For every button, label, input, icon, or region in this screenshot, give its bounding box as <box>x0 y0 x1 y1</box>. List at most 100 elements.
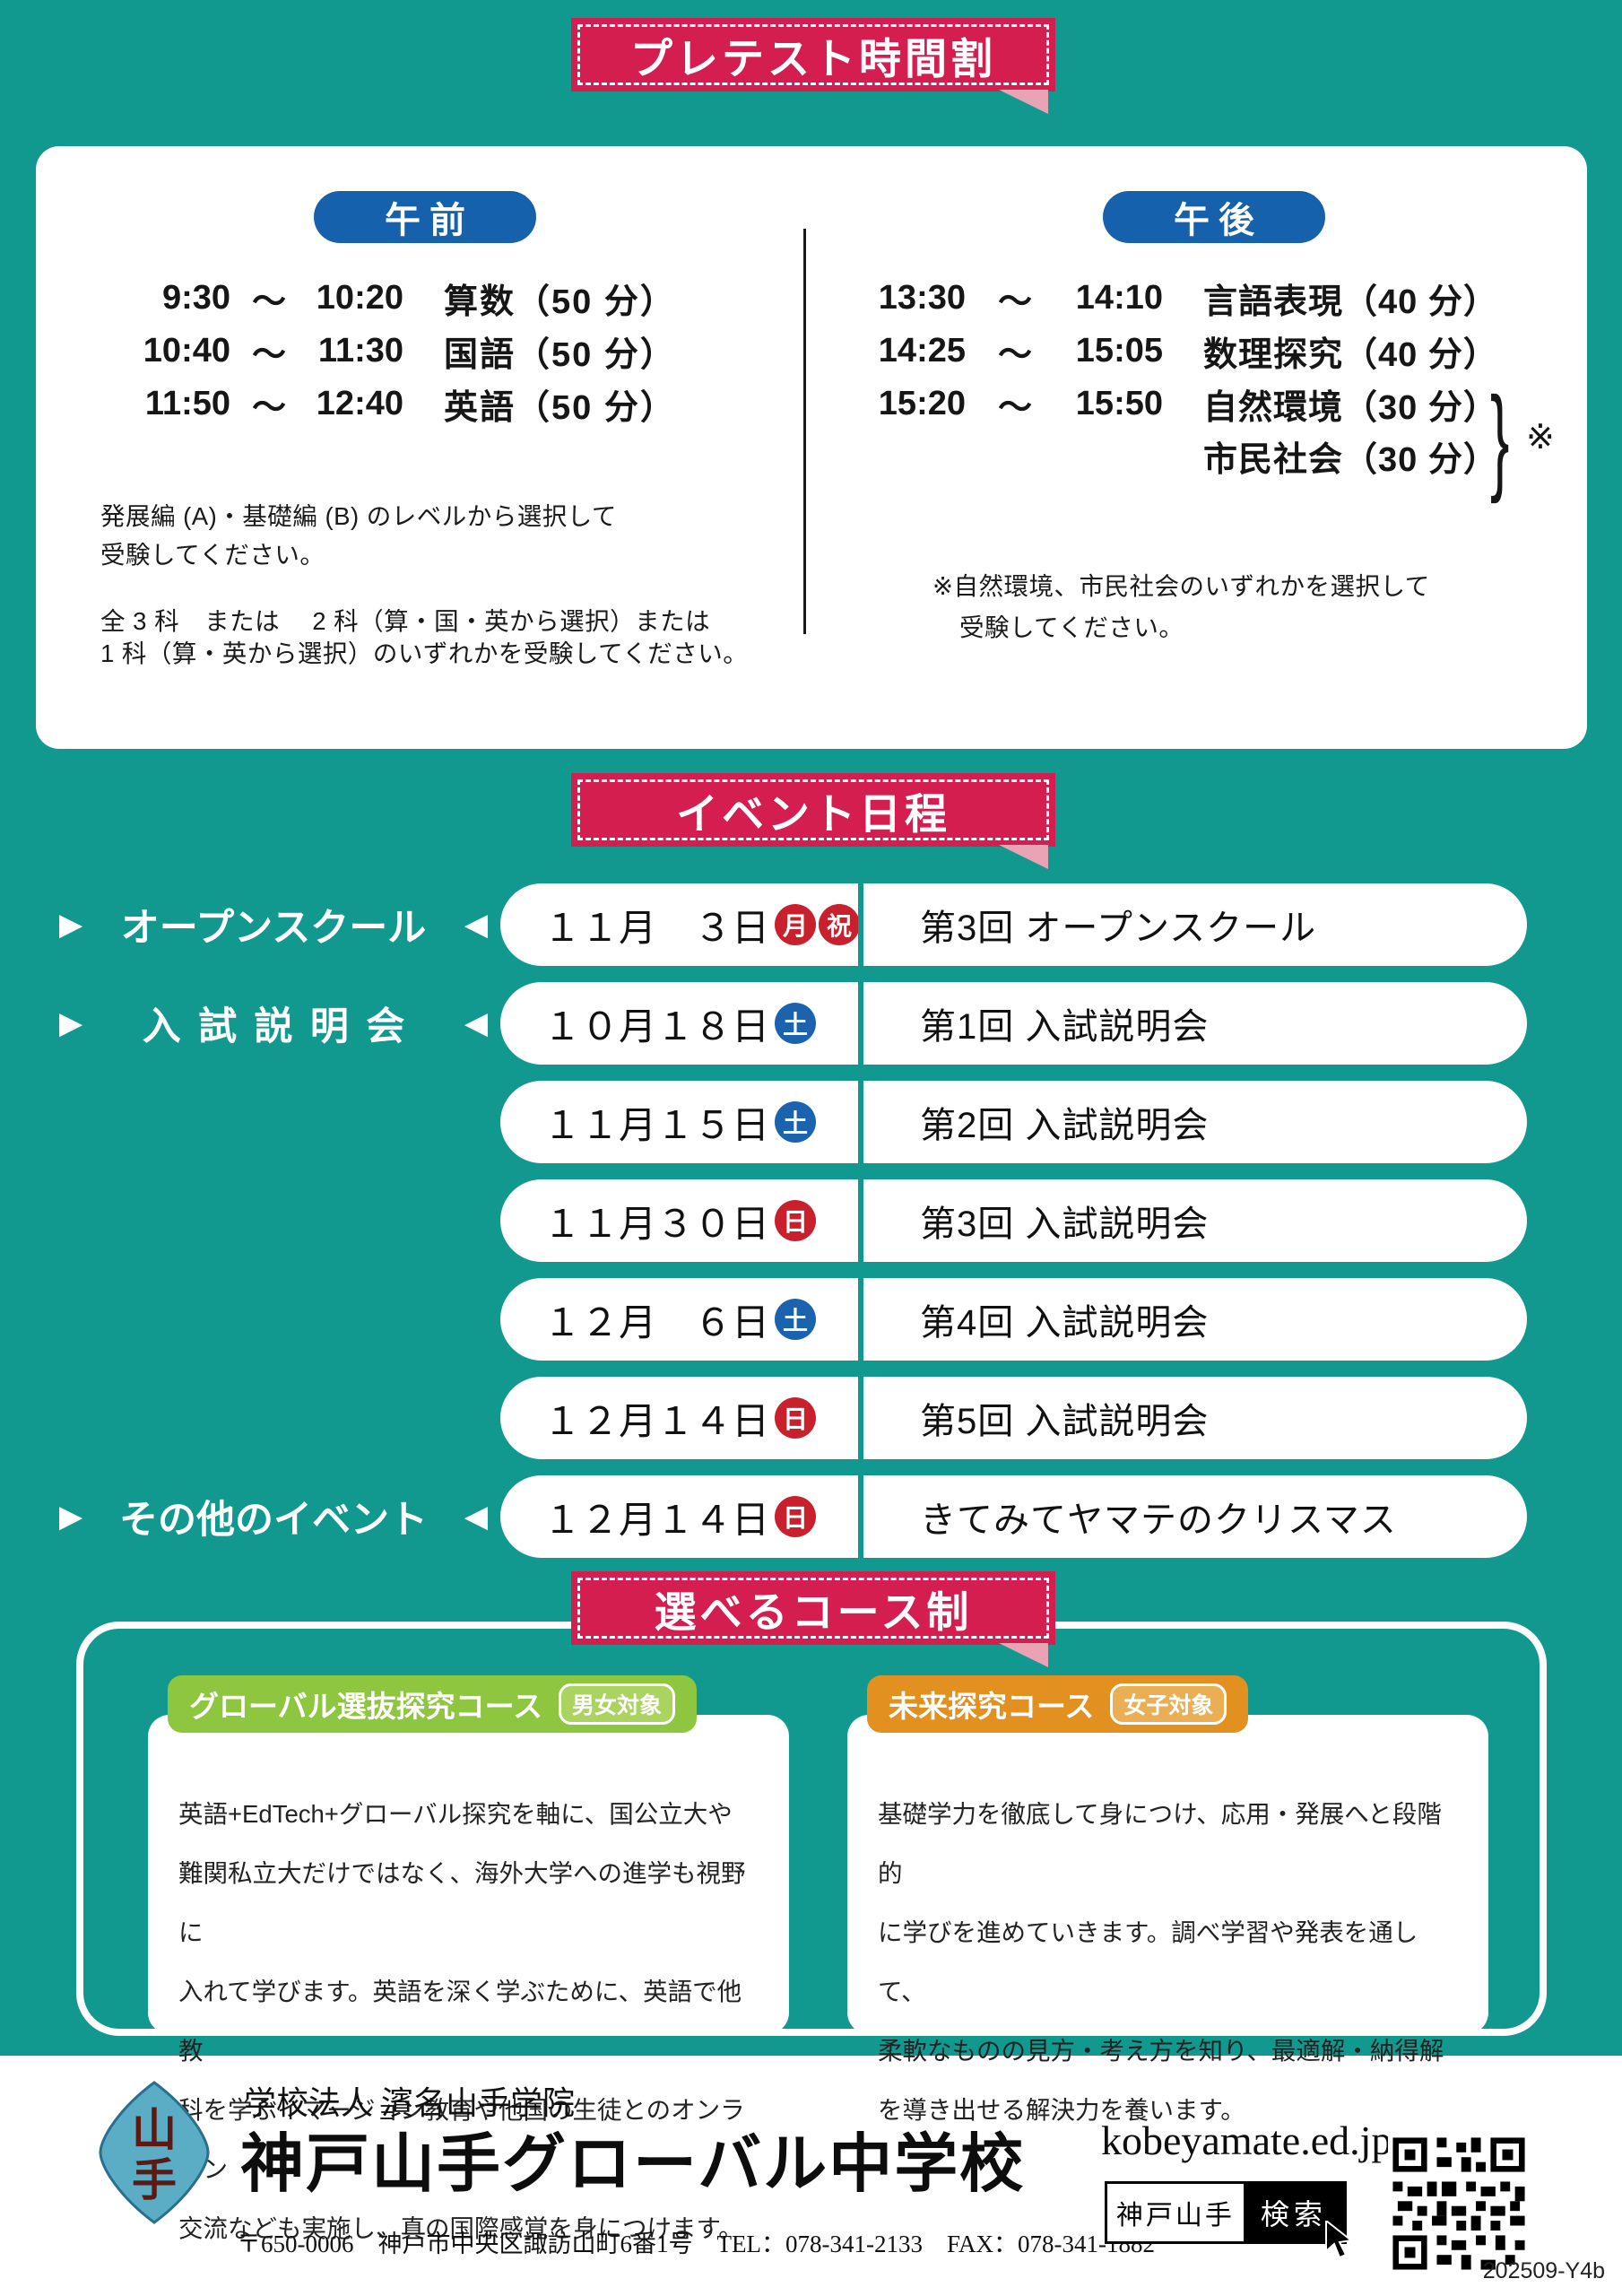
course-card-future: 未来探究コース 女子対象 基礎学力を徹底して身につけ、応用・発展へと段階的 に学… <box>847 1675 1488 2124</box>
asterisk-mark: ※ <box>1526 419 1555 457</box>
event-description: きてみてヤマテのクリスマス <box>920 1500 1397 1540</box>
search-box: 神戸山手 検索 <box>1105 2181 1354 2259</box>
tilde-separator: ～ <box>251 283 286 321</box>
row-divider <box>858 1179 863 1262</box>
subject: 市民社会（30 分） <box>1203 440 1498 479</box>
svg-text:山: 山 <box>132 2105 177 2155</box>
event-category-info-session: ▶ 入試説明会 ◀ <box>59 1001 488 1048</box>
school-emblem-icon: 山 手 <box>95 2081 213 2224</box>
event-description: 第5回 入試説明会 <box>920 1402 1210 1441</box>
course-description: 基礎学力を徹底して身につけ、応用・発展へと段階的 に学びを進めていきます。調べ学… <box>878 1800 1444 2124</box>
search-keyword: 神戸山手 <box>1115 2201 1235 2231</box>
course-header: 未来探究コース 女子対象 <box>867 1675 1249 1733</box>
subject: 自然環境（30 分） <box>1203 388 1498 427</box>
subject: 英語（50 分） <box>444 388 676 427</box>
row-divider <box>858 1377 863 1459</box>
course-name: グローバル選抜探究コース <box>189 1690 543 1723</box>
event-row: １２月１４日 日 きてみてヤマテのクリスマス <box>500 1475 1527 1558</box>
choice-brace: } <box>1490 372 1510 505</box>
start-time: 15:20 <box>878 384 966 422</box>
ribbon-fold-icon <box>999 90 1048 114</box>
events-title: イベント日程 <box>676 789 950 838</box>
event-date: １１月 ３日 月 祝 <box>543 883 861 966</box>
morning-note-line: 全 3 科 または 2 科（算・国・英から選択）または <box>100 607 711 635</box>
day-badge: 日 <box>775 1397 817 1439</box>
triangle-left-icon: ◀ <box>464 1500 488 1534</box>
event-description: 第3回 入試説明会 <box>920 1205 1210 1244</box>
start-time: 9:30 <box>161 278 230 317</box>
end-time: 10:20 <box>316 278 403 317</box>
row-divider <box>858 982 863 1065</box>
event-description: 第2回 入試説明会 <box>920 1106 1210 1145</box>
event-row: １１月１５日 土 第2回 入試説明会 <box>500 1081 1527 1163</box>
event-date: １１月１５日 土 <box>543 1081 817 1163</box>
event-date: １２月 ６日 土 <box>543 1278 817 1361</box>
course-header: グローバル選抜探究コース 男女対象 <box>168 1675 698 1733</box>
start-time: 13:30 <box>878 278 966 317</box>
triangle-right-icon: ▶ <box>59 1006 83 1040</box>
event-row: １０月１８日 土 第1回 入試説明会 <box>500 982 1527 1065</box>
search-button: 検索 <box>1243 2184 1344 2241</box>
day-badge: 土 <box>775 1101 817 1143</box>
category-label: 入試説明会 <box>142 1005 422 1048</box>
day-badge: 月 <box>775 904 817 945</box>
event-row: １２月１４日 日 第5回 入試説明会 <box>500 1377 1527 1459</box>
pretest-title: プレテスト時間割 <box>630 34 996 83</box>
afternoon-note-line: 受験してください。 <box>959 613 1184 641</box>
subject: 国語（50 分） <box>444 335 676 374</box>
event-date: １１月３０日 日 <box>543 1179 817 1262</box>
morning-row: 11:50 ～ 12:40 英語（50 分） <box>72 383 676 427</box>
event-category-other: ▶ その他のイベント ◀ <box>59 1494 488 1542</box>
afternoon-row: 13:30 ～ 14:10 言語表現（40 分） <box>843 277 1498 321</box>
event-category-open-school: ▶ オープンスクール ◀ <box>59 902 488 950</box>
courses-banner: 選べるコース制 <box>571 1571 1055 1667</box>
event-date: １２月１４日 日 <box>543 1377 817 1459</box>
start-time: 11:50 <box>144 384 230 422</box>
afternoon-note-line: ※自然環境、市民社会のいずれかを選択して <box>932 572 1430 600</box>
row-divider <box>858 1081 863 1163</box>
event-description: 第1回 入試説明会 <box>920 1007 1210 1047</box>
day-badge: 土 <box>775 1003 817 1044</box>
cursor-icon <box>1324 2218 1357 2261</box>
course-name: 未来探究コース <box>889 1690 1095 1723</box>
afternoon-row: 14:25 ～ 15:05 数理探究（40 分） <box>843 330 1498 374</box>
subject: 数理探究（40 分） <box>1203 335 1498 374</box>
triangle-left-icon: ◀ <box>464 908 488 942</box>
morning-note-line: 発展編 (A)・基礎編 (B) のレベルから選択して <box>100 502 617 530</box>
pretest-banner: プレテスト時間割 <box>571 18 1055 114</box>
event-date: １２月１４日 日 <box>543 1475 817 1558</box>
course-body: 英語+EdTech+グローバル探究を軸に、国公立大や 難関私立大だけではなく、海… <box>148 1715 789 2242</box>
end-time: 11:30 <box>317 331 403 370</box>
row-divider <box>858 1475 863 1558</box>
event-row: １２月 ６日 土 第4回 入試説明会 <box>500 1278 1527 1361</box>
category-label: その他のイベント <box>119 1499 428 1542</box>
morning-note-line: 受験してください。 <box>100 541 325 569</box>
school-address: 〒650-0006 神戸市中央区諏訪山町6番1号 TEL：078-341-213… <box>237 2231 1155 2257</box>
tilde-separator: ～ <box>251 388 286 427</box>
morning-note-line: 1 科（算・英から選択）のいずれかを受験してください。 <box>100 639 749 667</box>
tilde-separator: ～ <box>997 283 1032 321</box>
triangle-right-icon: ▶ <box>59 1500 83 1534</box>
morning-pill: 午前 <box>314 191 536 243</box>
afternoon-row: 15:20 ～ 15:50 自然環境（30 分） <box>843 383 1498 427</box>
day-badge: 日 <box>775 1496 817 1537</box>
end-time: 12:40 <box>316 384 403 422</box>
event-date: １０月１８日 土 <box>543 982 817 1065</box>
subject: 言語表現（40 分） <box>1203 283 1498 321</box>
events-banner: イベント日程 <box>571 773 1055 869</box>
triangle-left-icon: ◀ <box>464 1006 488 1040</box>
tilde-separator: ～ <box>251 335 286 374</box>
end-time: 15:05 <box>1075 331 1163 370</box>
event-description: 第4回 入試説明会 <box>920 1303 1210 1343</box>
course-card-global: グローバル選抜探究コース 男女対象 英語+EdTech+グローバル探究を軸に、国… <box>148 1675 789 2242</box>
afternoon-pill: 午後 <box>1103 191 1325 243</box>
ribbon-fold-icon <box>999 845 1048 869</box>
morning-row: 10:40 ～ 11:30 国語（50 分） <box>72 330 676 374</box>
end-time: 15:50 <box>1075 384 1163 422</box>
triangle-right-icon: ▶ <box>59 908 83 942</box>
end-time: 14:10 <box>1075 278 1163 317</box>
tilde-separator: ～ <box>997 388 1032 427</box>
row-divider <box>858 883 863 966</box>
event-row: １１月 ３日 月 祝 第3回 オープンスクール <box>500 883 1527 966</box>
qr-code <box>1388 2133 1530 2274</box>
